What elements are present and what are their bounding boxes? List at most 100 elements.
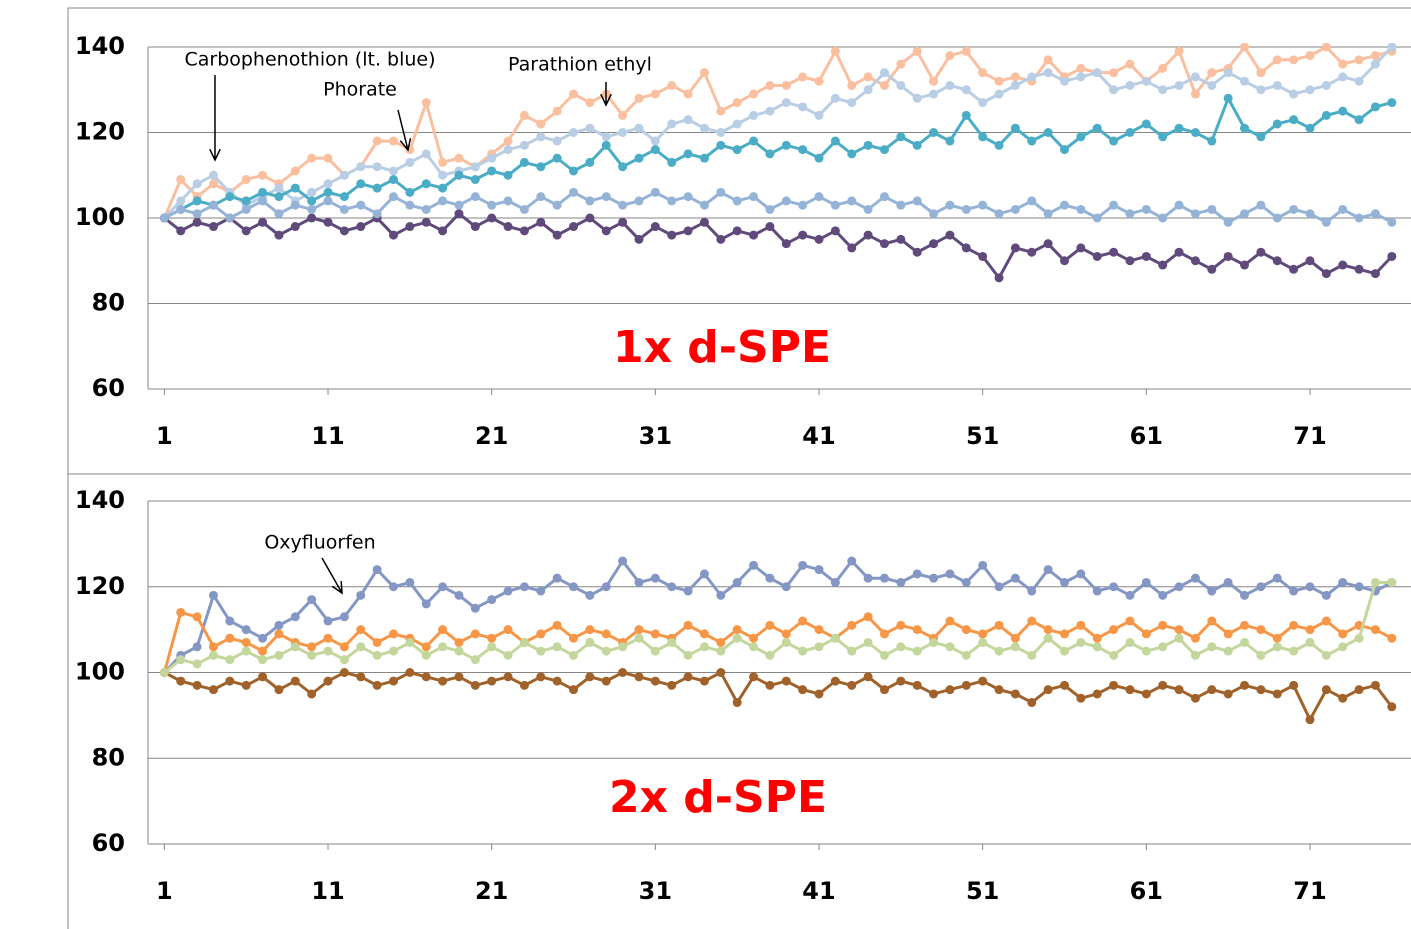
- series-marker: [1092, 251, 1102, 261]
- x-tick-label: 71: [1293, 422, 1326, 450]
- series-marker: [438, 170, 448, 180]
- series-marker: [421, 217, 431, 227]
- series-line: [163, 211, 1393, 281]
- series-marker: [274, 685, 284, 695]
- series-marker: [421, 672, 431, 682]
- series-marker: [650, 136, 660, 146]
- series-marker: [258, 633, 268, 643]
- series-marker: [274, 230, 284, 240]
- series-marker: [503, 196, 513, 206]
- series-marker: [798, 200, 808, 210]
- series-marker: [667, 582, 677, 592]
- series-marker: [896, 200, 906, 210]
- series-marker: [961, 680, 971, 690]
- series-marker: [323, 179, 333, 189]
- series-marker: [650, 629, 660, 639]
- series-marker: [732, 625, 742, 635]
- series-marker: [454, 209, 464, 219]
- series-marker: [1174, 247, 1184, 257]
- series-marker: [667, 119, 677, 129]
- series-marker: [1076, 637, 1086, 647]
- series-marker: [519, 204, 529, 214]
- series-marker: [634, 625, 644, 635]
- series-marker: [487, 676, 497, 686]
- series-marker: [1092, 689, 1102, 699]
- series-marker: [683, 672, 693, 682]
- series-marker: [241, 196, 251, 206]
- series-marker: [569, 582, 579, 592]
- series-marker: [372, 650, 382, 660]
- series-marker: [749, 136, 759, 146]
- series-marker: [814, 192, 824, 202]
- series-marker: [225, 616, 235, 626]
- series-marker: [208, 642, 218, 652]
- series-marker: [552, 573, 562, 583]
- series-marker: [585, 590, 595, 600]
- series-marker: [1207, 586, 1217, 596]
- series-marker: [1076, 693, 1086, 703]
- series-marker: [241, 204, 251, 214]
- series-marker: [1305, 582, 1315, 592]
- series-marker: [765, 222, 775, 232]
- series-marker: [618, 162, 628, 172]
- series-marker: [176, 607, 186, 617]
- series-marker: [994, 140, 1004, 150]
- series-marker: [1174, 123, 1184, 133]
- y-tick-label: 60: [92, 374, 125, 402]
- series-marker: [1370, 209, 1380, 219]
- series-marker: [159, 213, 169, 223]
- series-marker: [536, 586, 546, 596]
- series-marker: [1240, 590, 1250, 600]
- series-marker: [650, 145, 660, 155]
- series-marker: [798, 230, 808, 240]
- series-marker: [1256, 685, 1266, 695]
- series-marker: [159, 668, 169, 677]
- series-marker: [307, 196, 317, 206]
- series-marker: [863, 573, 873, 583]
- frame: [67, 7, 1411, 929]
- series-marker: [1076, 72, 1086, 82]
- series-marker: [1043, 625, 1053, 635]
- series-marker: [258, 672, 268, 682]
- series-marker: [1223, 93, 1233, 103]
- series-marker: [716, 637, 726, 647]
- series-marker: [765, 650, 775, 660]
- series-marker: [388, 166, 398, 176]
- series-marker: [618, 642, 628, 652]
- series-marker: [1321, 616, 1331, 626]
- series-marker: [896, 620, 906, 630]
- series-marker: [634, 196, 644, 206]
- series-marker: [438, 183, 448, 193]
- series-marker: [241, 226, 251, 236]
- series-marker: [519, 582, 529, 592]
- series-marker: [896, 132, 906, 142]
- series-marker: [618, 668, 628, 677]
- series-marker: [749, 642, 759, 652]
- series-marker: [405, 200, 415, 210]
- series-marker: [994, 646, 1004, 656]
- series-marker: [1354, 264, 1364, 274]
- series-marker: [667, 196, 677, 206]
- series-marker: [1272, 573, 1282, 583]
- series-marker: [994, 89, 1004, 99]
- series-marker: [1010, 689, 1020, 699]
- series-marker: [945, 685, 955, 695]
- series-marker: [961, 650, 971, 660]
- series-marker: [307, 204, 317, 214]
- series-marker: [1354, 582, 1364, 592]
- series-marker: [1109, 200, 1119, 210]
- series-marker: [1370, 51, 1380, 61]
- series-marker: [732, 633, 742, 643]
- series-marker: [863, 85, 873, 95]
- series-marker: [1207, 642, 1217, 652]
- series-marker: [978, 68, 988, 78]
- x-tick-label: 11: [311, 422, 344, 450]
- series-line: [163, 670, 1393, 723]
- series-marker: [192, 659, 202, 669]
- series-marker: [683, 89, 693, 99]
- series-marker: [1240, 680, 1250, 690]
- series-marker: [552, 200, 562, 210]
- series-marker: [241, 175, 251, 185]
- series-line: [163, 45, 1393, 220]
- series-marker: [798, 72, 808, 82]
